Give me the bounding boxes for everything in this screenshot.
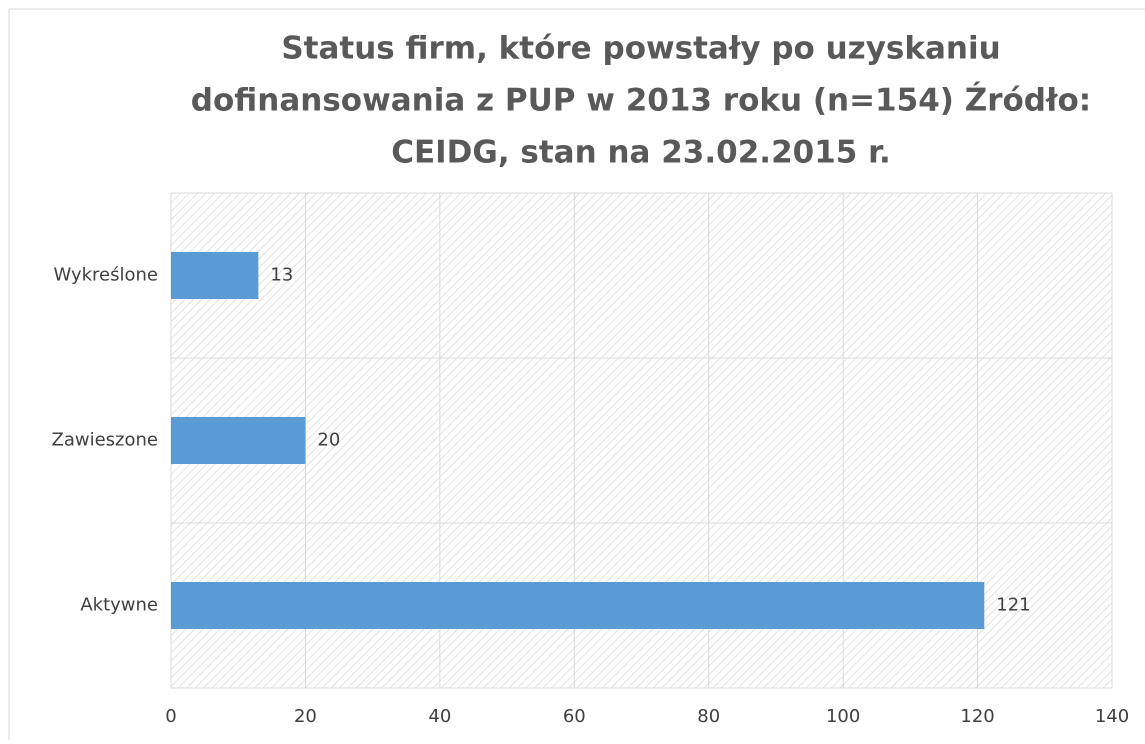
- y-tick-label: Aktywne: [80, 595, 158, 616]
- x-tick-label: 60: [563, 706, 586, 727]
- data-label: 121: [996, 595, 1030, 616]
- y-tick-label: Zawieszone: [52, 430, 158, 451]
- x-tick-label: 120: [960, 706, 994, 727]
- data-label: 13: [270, 265, 293, 286]
- x-tick-label: 20: [294, 706, 317, 727]
- bar: [171, 252, 259, 299]
- x-tick-label: 0: [165, 706, 176, 727]
- chart-title: Status firm, które powstały po uzyskaniu: [281, 31, 1000, 67]
- y-tick-label: Wykreślone: [53, 265, 158, 286]
- x-tick-label: 40: [428, 706, 451, 727]
- bar: [171, 417, 306, 464]
- chart-title: dofinansowania z PUP w 2013 roku (n=154)…: [191, 83, 1091, 119]
- bar: [171, 582, 985, 629]
- x-tick-label: 140: [1095, 706, 1129, 727]
- x-tick-label: 80: [697, 706, 720, 727]
- data-label: 20: [317, 430, 340, 451]
- chart-title: CEIDG, stan na 23.02.2015 r.: [391, 135, 891, 171]
- x-tick-label: 100: [826, 706, 860, 727]
